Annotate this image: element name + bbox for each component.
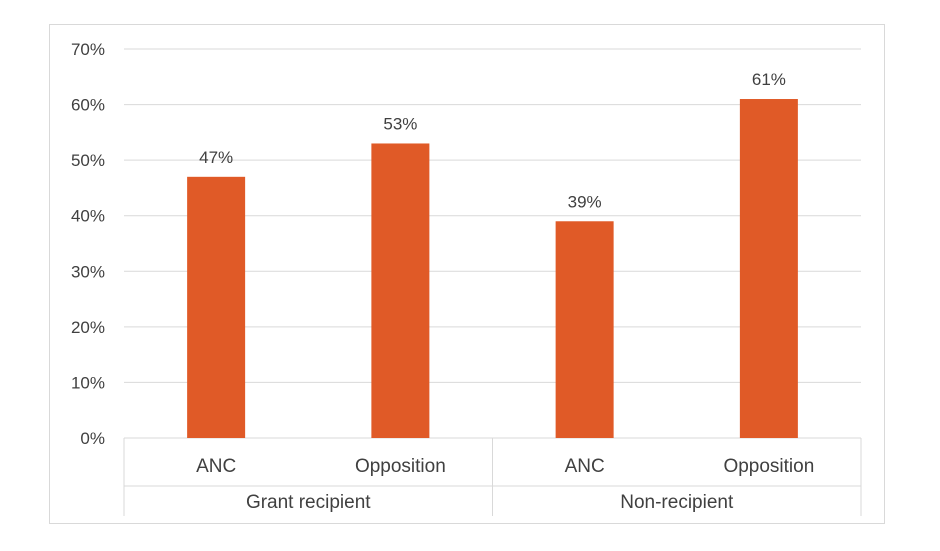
- bar: [739, 99, 798, 438]
- y-tick-label: 70%: [71, 40, 105, 59]
- y-tick-label: 0%: [80, 429, 105, 448]
- data-label: 53%: [383, 114, 417, 133]
- y-tick-label: 60%: [71, 96, 105, 115]
- y-tick-label: 10%: [71, 373, 105, 392]
- y-tick-label: 20%: [71, 318, 105, 337]
- data-label: 61%: [752, 70, 786, 89]
- bar: [371, 143, 430, 438]
- category-label: Opposition: [723, 456, 814, 477]
- category-label: ANC: [196, 456, 236, 477]
- y-tick-label: 50%: [71, 151, 105, 170]
- data-label: 47%: [199, 148, 233, 167]
- bar: [187, 176, 246, 439]
- group-label: Grant recipient: [246, 492, 371, 513]
- y-tick-label: 30%: [71, 262, 105, 281]
- bar: [555, 221, 614, 438]
- data-label: 39%: [568, 192, 602, 211]
- category-label: ANC: [565, 456, 605, 477]
- y-tick-label: 40%: [71, 207, 105, 226]
- category-label: Opposition: [355, 456, 446, 477]
- group-label: Non-recipient: [620, 492, 734, 513]
